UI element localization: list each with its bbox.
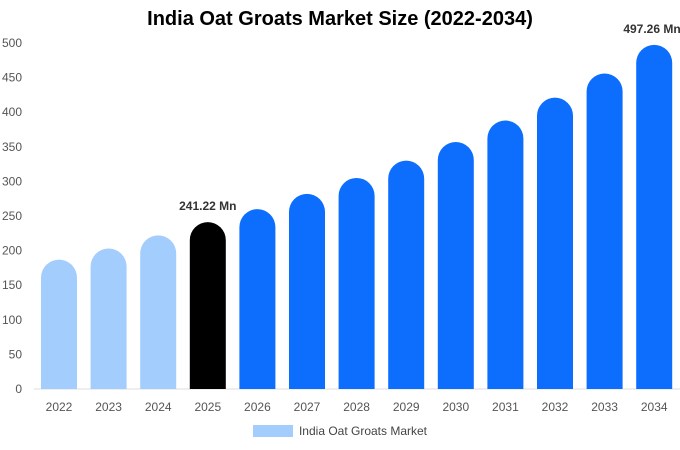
y-tick-label: 300	[2, 174, 22, 188]
bar-2028	[338, 177, 375, 389]
bar-2030	[437, 141, 474, 389]
bar-2023	[90, 248, 127, 389]
x-tick-label: 2031	[492, 400, 519, 414]
labels: 241.22 Mn 497.26 Mn	[179, 22, 680, 213]
bar-2029	[388, 160, 425, 389]
x-tick-label: 2024	[145, 400, 172, 414]
y-tick-label: 0	[15, 382, 22, 396]
data-label: 497.26 Mn	[623, 22, 680, 36]
y-tick-label: 400	[2, 105, 22, 119]
y-tick-label: 350	[2, 140, 22, 154]
x-tick-label: 2028	[343, 400, 370, 414]
x-tick-label: 2032	[542, 400, 569, 414]
data-label: 241.22 Mn	[179, 199, 236, 213]
x-tick-label: 2023	[95, 400, 122, 414]
y-tick-label: 250	[2, 209, 22, 223]
bar-2025	[189, 222, 226, 389]
x-tick-label: 2033	[591, 400, 618, 414]
axes: 0 50 100 150 200 250 300 350 400 450 500 2022 2023 20…	[2, 36, 680, 414]
y-tick-label: 150	[2, 278, 22, 292]
bar-chart: 0 50 100 150 200 250 300 350 400 450 500 2022 2023 20…	[2, 22, 680, 414]
bar-2031	[487, 120, 524, 389]
y-tick-label: 500	[2, 36, 22, 50]
x-tick-label: 2029	[393, 400, 420, 414]
x-tick-label: 2030	[442, 400, 469, 414]
bar-2033	[586, 73, 623, 389]
x-tick-label: 2026	[244, 400, 271, 414]
x-tick-label: 2027	[294, 400, 321, 414]
y-tick-label: 200	[2, 244, 22, 258]
bar-2026	[239, 209, 276, 389]
legend-swatch	[252, 425, 293, 437]
bars	[41, 44, 673, 389]
chart-title: India Oat Groats Market Size (2022-2034)	[147, 8, 533, 30]
bar-2034	[636, 44, 673, 389]
legend-label: India Oat Groats Market	[298, 424, 428, 438]
bar-2032	[537, 97, 573, 389]
x-tick-label: 2022	[46, 400, 73, 414]
y-tick-label: 450	[2, 71, 22, 85]
y-tick-label: 50	[9, 347, 23, 361]
bar-2027	[289, 193, 325, 389]
x-tick-label: 2025	[194, 400, 221, 414]
bar-2022	[41, 259, 77, 389]
legend: India Oat Groats Market	[0, 424, 680, 438]
x-tick-label: 2034	[641, 400, 668, 414]
y-tick-label: 100	[2, 313, 22, 327]
bar-2024	[140, 235, 177, 389]
